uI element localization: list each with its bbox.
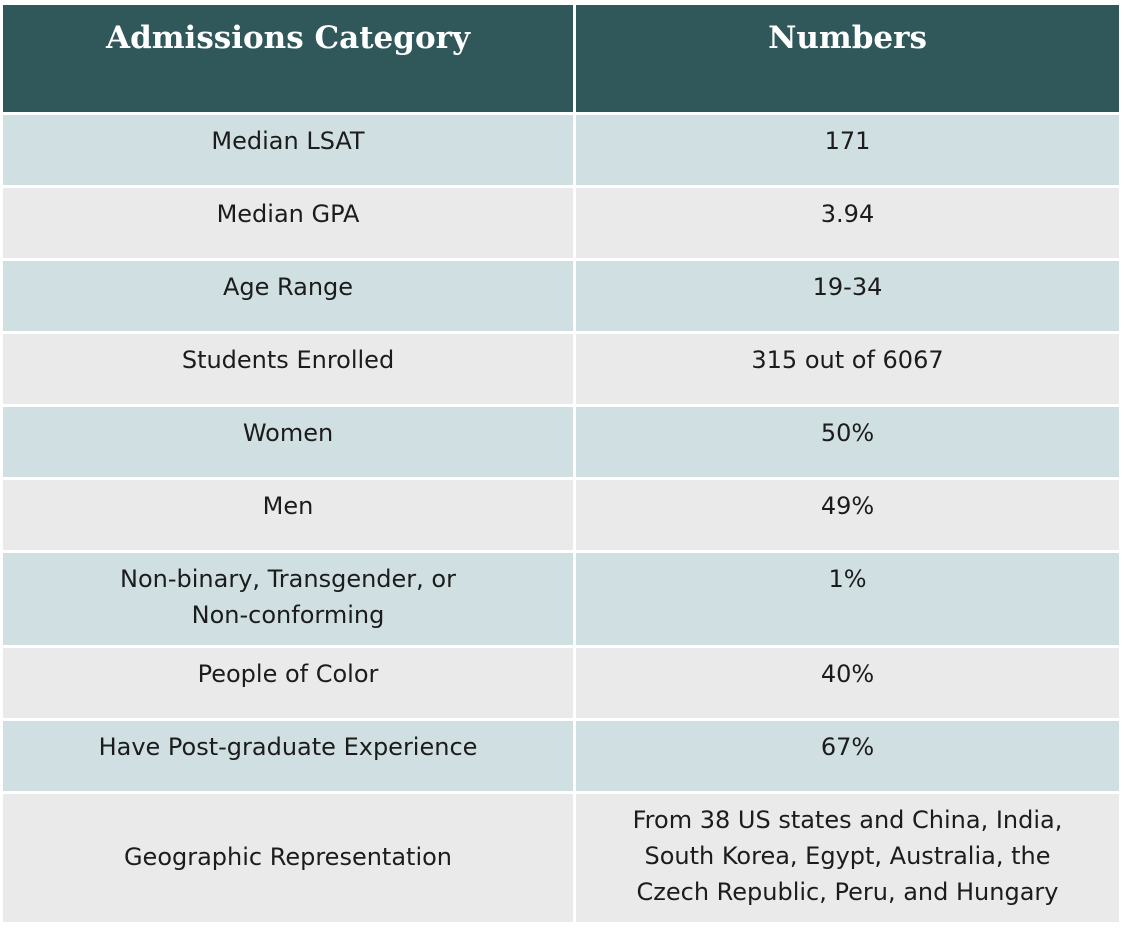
- cell-number-median-gpa: 3.94: [576, 188, 1119, 258]
- cell-category-people-of-color: People of Color: [3, 648, 573, 718]
- cell-category-geographic: Geographic Representation: [3, 794, 573, 922]
- cell-category-post-graduate: Have Post-graduate Experience: [3, 721, 573, 791]
- cell-number-women: 50%: [576, 407, 1119, 477]
- cell-category-students-enrolled: Students Enrolled: [3, 334, 573, 404]
- cell-number-people-of-color: 40%: [576, 648, 1119, 718]
- cell-category-age-range: Age Range: [3, 261, 573, 331]
- cell-number-geographic-line-1: From 38 US states and China, India,: [632, 806, 1063, 834]
- cell-category-median-gpa: Median GPA: [3, 188, 573, 258]
- cell-number-geographic-line-2: South Korea, Egypt, Australia, the: [644, 842, 1051, 870]
- cell-category-nonbinary-line-1: Non-binary, Transgender, or: [120, 565, 456, 593]
- cell-number-geographic: From 38 US states and China, India, Sout…: [576, 794, 1119, 922]
- header-numbers: Numbers: [576, 5, 1119, 112]
- cell-category-nonbinary: Non-binary, Transgender, or Non-conformi…: [3, 553, 573, 645]
- header-admissions-category: Admissions Category: [3, 5, 573, 112]
- cell-category-men: Men: [3, 480, 573, 550]
- cell-number-nonbinary: 1%: [576, 553, 1119, 645]
- cell-category-women: Women: [3, 407, 573, 477]
- cell-number-age-range: 19-34: [576, 261, 1119, 331]
- cell-number-median-lsat: 171: [576, 115, 1119, 185]
- cell-number-students-enrolled: 315 out of 6067: [576, 334, 1119, 404]
- admissions-table: Admissions Category Numbers Median LSAT …: [3, 5, 1119, 922]
- cell-category-nonbinary-line-2: Non-conforming: [191, 601, 385, 629]
- cell-number-men: 49%: [576, 480, 1119, 550]
- cell-number-geographic-line-3: Czech Republic, Peru, and Hungary: [636, 878, 1059, 906]
- cell-category-median-lsat: Median LSAT: [3, 115, 573, 185]
- cell-number-post-graduate: 67%: [576, 721, 1119, 791]
